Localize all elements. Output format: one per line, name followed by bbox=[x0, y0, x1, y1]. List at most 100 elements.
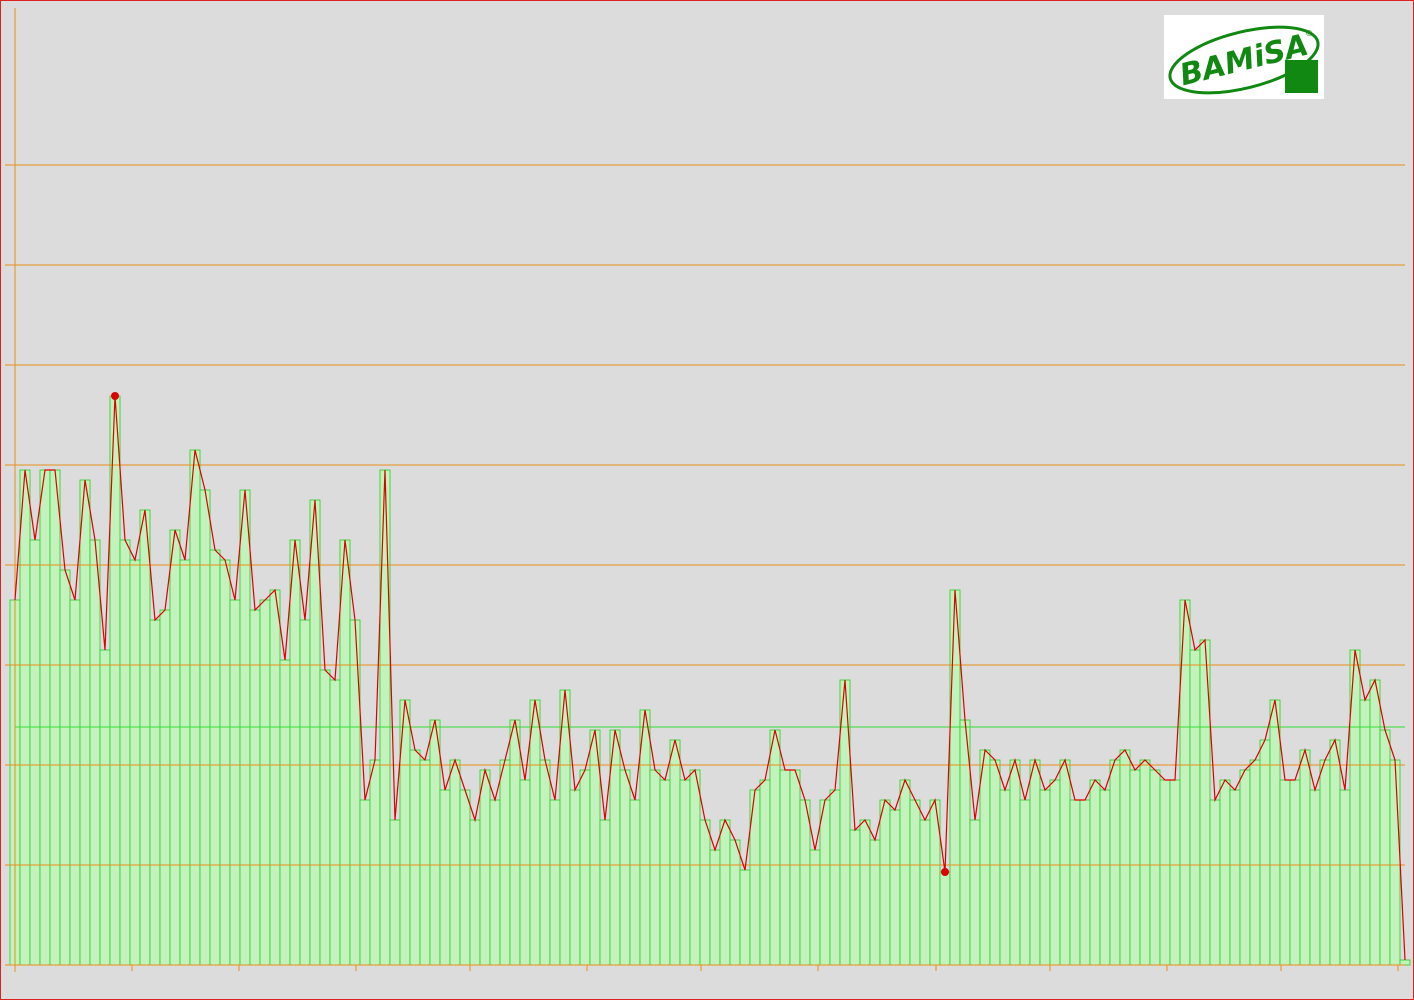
bar bbox=[1119, 749, 1131, 966]
bar bbox=[1029, 759, 1041, 966]
bar bbox=[1049, 779, 1061, 966]
bar bbox=[999, 789, 1011, 966]
bar bbox=[1399, 959, 1411, 966]
bar bbox=[759, 779, 771, 966]
bar bbox=[689, 769, 701, 966]
bar bbox=[119, 539, 131, 966]
bar bbox=[1289, 779, 1301, 966]
logo-ellipse bbox=[1168, 25, 1320, 95]
bar bbox=[599, 819, 611, 966]
bar bbox=[409, 749, 421, 966]
bar bbox=[939, 871, 951, 966]
bar bbox=[849, 829, 861, 966]
bar bbox=[879, 799, 891, 966]
bar bbox=[489, 799, 501, 966]
bar bbox=[1239, 769, 1251, 966]
bar bbox=[1329, 739, 1341, 966]
bar bbox=[979, 749, 991, 966]
bar bbox=[379, 469, 391, 966]
bar bbox=[369, 759, 381, 966]
bar bbox=[789, 769, 801, 966]
bar bbox=[39, 469, 51, 966]
bar bbox=[249, 609, 261, 966]
bar bbox=[509, 719, 521, 966]
bar bbox=[339, 539, 351, 966]
bar bbox=[319, 669, 331, 966]
bar bbox=[1099, 789, 1111, 966]
bar bbox=[619, 769, 631, 966]
bar bbox=[569, 789, 581, 966]
bar bbox=[919, 819, 931, 966]
bar bbox=[679, 779, 691, 966]
bar bbox=[1089, 779, 1101, 966]
bar bbox=[819, 799, 831, 966]
bar bbox=[899, 779, 911, 966]
bar bbox=[739, 869, 751, 966]
bar bbox=[969, 819, 981, 966]
bar bbox=[1019, 799, 1031, 966]
bar bbox=[1279, 779, 1291, 966]
bar bbox=[209, 549, 221, 966]
bar bbox=[479, 769, 491, 966]
max-marker bbox=[111, 392, 119, 400]
bar bbox=[359, 799, 371, 966]
bar bbox=[1219, 779, 1231, 966]
bar bbox=[29, 539, 41, 966]
bar bbox=[699, 819, 711, 966]
bar bbox=[1369, 679, 1381, 966]
bar bbox=[1339, 789, 1351, 966]
bar bbox=[419, 759, 431, 966]
bar bbox=[989, 759, 1001, 966]
bar bbox=[469, 819, 481, 966]
bar bbox=[709, 849, 721, 966]
bar bbox=[1109, 759, 1121, 966]
value-line bbox=[14, 395, 1406, 961]
bar bbox=[1229, 789, 1241, 966]
bar bbox=[129, 559, 141, 966]
bar bbox=[869, 839, 881, 966]
bar bbox=[159, 609, 171, 966]
bar bbox=[229, 599, 241, 966]
bar bbox=[579, 769, 591, 966]
bar bbox=[1009, 759, 1021, 966]
bar bbox=[859, 819, 871, 966]
bar bbox=[1039, 789, 1051, 966]
logo: BAMiSA ® bbox=[1164, 15, 1324, 99]
bar bbox=[779, 769, 791, 966]
bar bbox=[389, 819, 401, 966]
bar bbox=[659, 779, 671, 966]
bar bbox=[799, 799, 811, 966]
bar bbox=[639, 709, 651, 966]
bar bbox=[439, 789, 451, 966]
bar bbox=[69, 599, 81, 966]
bar bbox=[889, 809, 901, 966]
bar bbox=[1129, 769, 1141, 966]
bar bbox=[149, 619, 161, 966]
bar bbox=[269, 589, 281, 966]
bar bbox=[629, 799, 641, 966]
bar bbox=[1069, 799, 1081, 966]
bar bbox=[259, 599, 271, 966]
bar bbox=[139, 509, 151, 966]
min-marker bbox=[941, 868, 949, 876]
bar bbox=[349, 619, 361, 966]
bar bbox=[169, 529, 181, 966]
bar bbox=[459, 789, 471, 966]
bar bbox=[669, 739, 681, 966]
bar bbox=[99, 649, 111, 966]
bar bbox=[1139, 759, 1151, 966]
bar bbox=[729, 839, 741, 966]
bar bbox=[1309, 789, 1321, 966]
bar bbox=[279, 659, 291, 966]
bar bbox=[549, 799, 561, 966]
bar bbox=[1299, 749, 1311, 966]
bar bbox=[309, 499, 321, 966]
bar bbox=[539, 759, 551, 966]
bar bbox=[289, 539, 301, 966]
bar bbox=[1059, 759, 1071, 966]
bar bbox=[299, 619, 311, 966]
bar bbox=[1259, 739, 1271, 966]
bar bbox=[1079, 799, 1091, 966]
bar bbox=[529, 699, 541, 966]
